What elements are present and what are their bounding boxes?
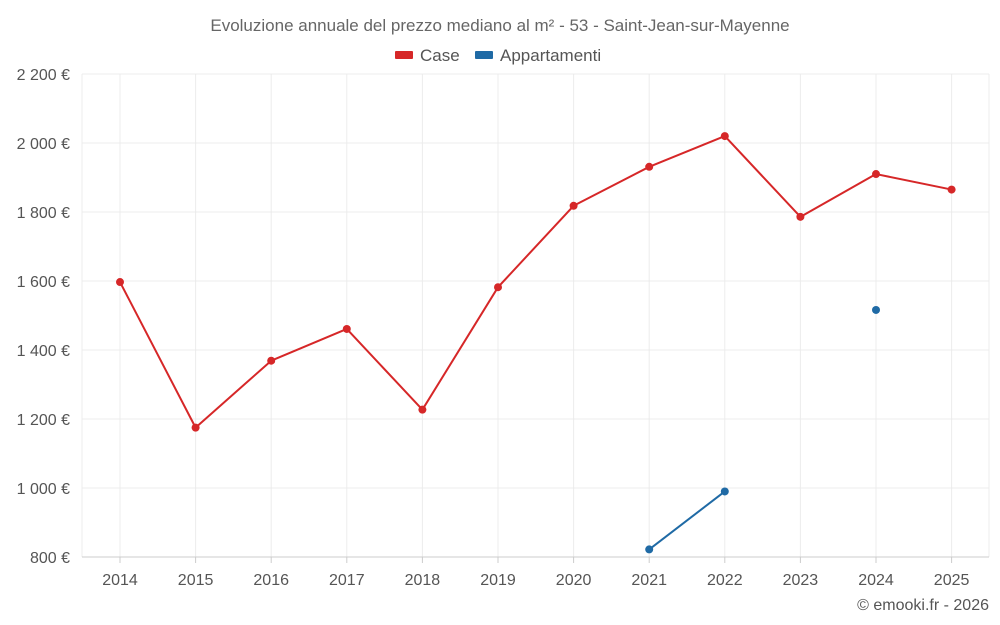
- legend-swatch: [475, 51, 493, 59]
- data-point-case[interactable]: [342, 324, 351, 333]
- series-appartamenti: [645, 305, 880, 554]
- data-point-case[interactable]: [267, 356, 276, 365]
- series-line-appartamenti: [648, 490, 726, 551]
- chart-title: Evoluzione annuale del prezzo mediano al…: [210, 16, 789, 35]
- series-layer: [116, 132, 956, 554]
- x-tick-label: 2022: [707, 572, 743, 589]
- data-point-case[interactable]: [191, 423, 200, 432]
- data-point-case[interactable]: [494, 283, 502, 292]
- legend-label: Appartamenti: [500, 46, 601, 65]
- x-tick-label: 2024: [858, 572, 894, 589]
- x-tick-label: 2021: [631, 572, 667, 589]
- x-tick-label: 2018: [405, 572, 441, 589]
- y-tick-label: 1 000 €: [17, 481, 70, 498]
- data-point-appartamenti[interactable]: [872, 305, 880, 314]
- data-point-case[interactable]: [796, 212, 805, 221]
- data-point-case[interactable]: [116, 278, 124, 287]
- y-tick-label: 800 €: [30, 550, 70, 567]
- x-tick-label: 2017: [329, 572, 365, 589]
- legend-label: Case: [420, 46, 460, 65]
- x-tick-label: 2025: [934, 572, 970, 589]
- y-tick-label: 1 600 €: [17, 274, 70, 291]
- legend-item-appartamenti[interactable]: Appartamenti: [475, 46, 601, 65]
- series-case: [116, 132, 956, 432]
- data-point-case[interactable]: [872, 170, 880, 179]
- credit-text: © emooki.fr - 2026: [857, 597, 989, 614]
- x-tick-label: 2015: [178, 572, 214, 589]
- data-point-appartamenti[interactable]: [720, 487, 729, 496]
- x-tick-label: 2016: [253, 572, 289, 589]
- legend-swatch: [395, 51, 413, 59]
- series-line-case: [119, 135, 952, 429]
- data-point-appartamenti[interactable]: [645, 545, 654, 554]
- data-point-case[interactable]: [947, 185, 956, 194]
- y-tick-label: 1 800 €: [17, 205, 70, 222]
- x-tick-label: 2020: [556, 572, 592, 589]
- x-axis: 2014 2015 2016 2017 2018 2019 2020 2021 2022 2023…: [82, 556, 989, 589]
- data-point-case[interactable]: [569, 201, 578, 210]
- y-tick-label: 2 000 €: [17, 136, 70, 153]
- x-tick-label: 2023: [783, 572, 819, 589]
- grid: [81, 73, 990, 558]
- legend-item-case[interactable]: Case: [395, 46, 460, 65]
- y-tick-label: 1 200 €: [17, 412, 70, 429]
- y-tick-label: 1 400 €: [17, 343, 70, 360]
- x-tick-label: 2014: [102, 572, 138, 589]
- data-point-case[interactable]: [720, 132, 729, 141]
- data-point-case[interactable]: [645, 162, 654, 171]
- y-tick-label: 2 200 €: [17, 67, 70, 84]
- data-point-case[interactable]: [418, 405, 427, 414]
- y-axis: 800 € 1 000 € 1 200 € 1 400 € 1 600 € 1 800 €…: [17, 67, 70, 567]
- x-tick-label: 2019: [480, 572, 516, 589]
- legend: Case Appartamenti: [395, 46, 601, 65]
